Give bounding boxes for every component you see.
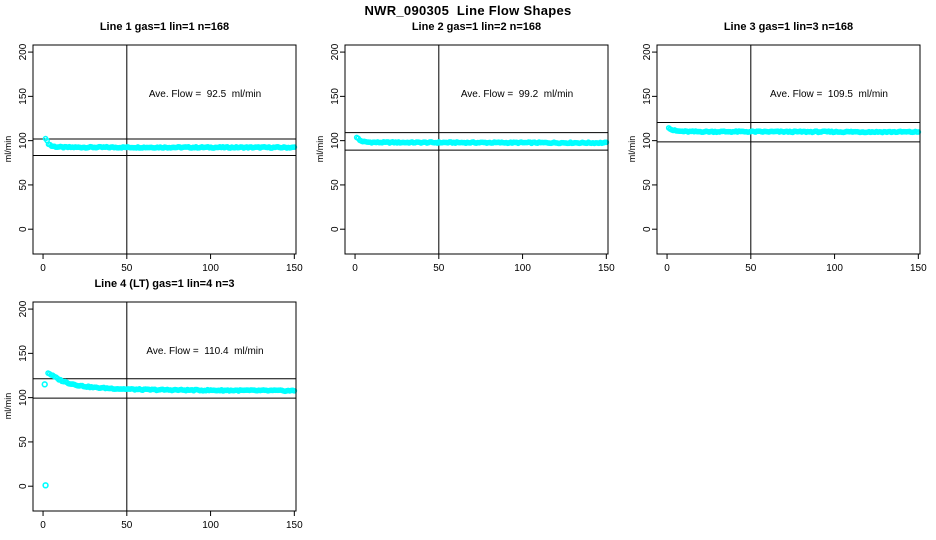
- svg-text:0: 0: [664, 263, 670, 274]
- subplot-line-4: 0 50 100 150 0 50 100 150 200 Line 4 (LT) gas=1 …: [0, 277, 312, 537]
- ave-flow-annotation: Ave. Flow = 99.2 ml/min: [460, 89, 574, 100]
- subplot-line-2: 0 50 100 150 0 50 100 150 200 Line 2 gas=1 lin=2…: [312, 20, 624, 280]
- svg-text:100: 100: [514, 263, 531, 274]
- svg-text:150: 150: [642, 88, 653, 105]
- svg-text:200: 200: [642, 43, 653, 60]
- subplot-line-3: 0 50 100 150 0 50 100 150 200 Line 3 gas=1 lin=3…: [624, 20, 936, 280]
- svg-text:0: 0: [330, 226, 341, 232]
- svg-text:100: 100: [202, 263, 219, 274]
- svg-text:150: 150: [330, 88, 341, 105]
- svg-text:150: 150: [598, 263, 615, 274]
- svg-text:100: 100: [18, 389, 29, 406]
- svg-text:200: 200: [18, 300, 29, 317]
- svg-text:150: 150: [286, 520, 303, 531]
- subplot-title: Line 3 gas=1 lin=3 n=168: [723, 21, 854, 33]
- figure-title: NWR_090305 Line Flow Shapes: [364, 3, 572, 18]
- y-axis-label: ml/min: [3, 392, 13, 420]
- plot-canvas: 0 50 100 150 0 50 100 150 200: [330, 43, 615, 274]
- svg-text:0: 0: [40, 263, 46, 274]
- plot-canvas: 0 50 100 150 0 50 100 150 200: [18, 300, 303, 531]
- svg-text:0: 0: [18, 226, 29, 232]
- svg-text:50: 50: [745, 263, 757, 274]
- subplot-line-1: 0 50 100 150 0 50 100 150 200 Line 1 gas=1 lin=1…: [0, 20, 312, 280]
- svg-text:150: 150: [18, 88, 29, 105]
- ave-flow-annotation: Ave. Flow = 110.4 ml/min: [146, 346, 264, 357]
- svg-text:0: 0: [18, 483, 29, 489]
- svg-text:100: 100: [330, 132, 341, 149]
- svg-text:50: 50: [642, 179, 653, 191]
- plot-canvas: 0 50 100 150 0 50 100 150 200: [18, 43, 303, 274]
- svg-text:200: 200: [330, 43, 341, 60]
- plot-canvas: 0 50 100 150 0 50 100 150 200: [642, 43, 927, 274]
- svg-text:50: 50: [121, 263, 133, 274]
- svg-text:50: 50: [18, 436, 29, 448]
- svg-text:0: 0: [352, 263, 358, 274]
- svg-text:50: 50: [330, 179, 341, 191]
- subplot-title: Line 1 gas=1 lin=1 n=168: [99, 21, 230, 33]
- svg-text:50: 50: [18, 179, 29, 191]
- svg-text:0: 0: [642, 226, 653, 232]
- subplot-title: Line 2 gas=1 lin=2 n=168: [411, 21, 542, 33]
- svg-text:0: 0: [40, 520, 46, 531]
- svg-text:100: 100: [18, 132, 29, 149]
- svg-text:50: 50: [433, 263, 445, 274]
- y-axis-label: ml/min: [627, 135, 637, 163]
- svg-text:100: 100: [826, 263, 843, 274]
- svg-text:150: 150: [910, 263, 927, 274]
- svg-text:100: 100: [202, 520, 219, 531]
- svg-text:50: 50: [121, 520, 133, 531]
- svg-text:150: 150: [18, 345, 29, 362]
- svg-text:200: 200: [18, 43, 29, 60]
- subplot-title: Line 4 (LT) gas=1 lin=4 n=3: [94, 278, 235, 290]
- y-axis-label: ml/min: [3, 135, 13, 163]
- y-axis-label: ml/min: [315, 135, 325, 163]
- svg-text:150: 150: [286, 263, 303, 274]
- ave-flow-annotation: Ave. Flow = 109.5 ml/min: [770, 89, 888, 100]
- ave-flow-annotation: Ave. Flow = 92.5 ml/min: [148, 89, 262, 100]
- svg-text:100: 100: [642, 132, 653, 149]
